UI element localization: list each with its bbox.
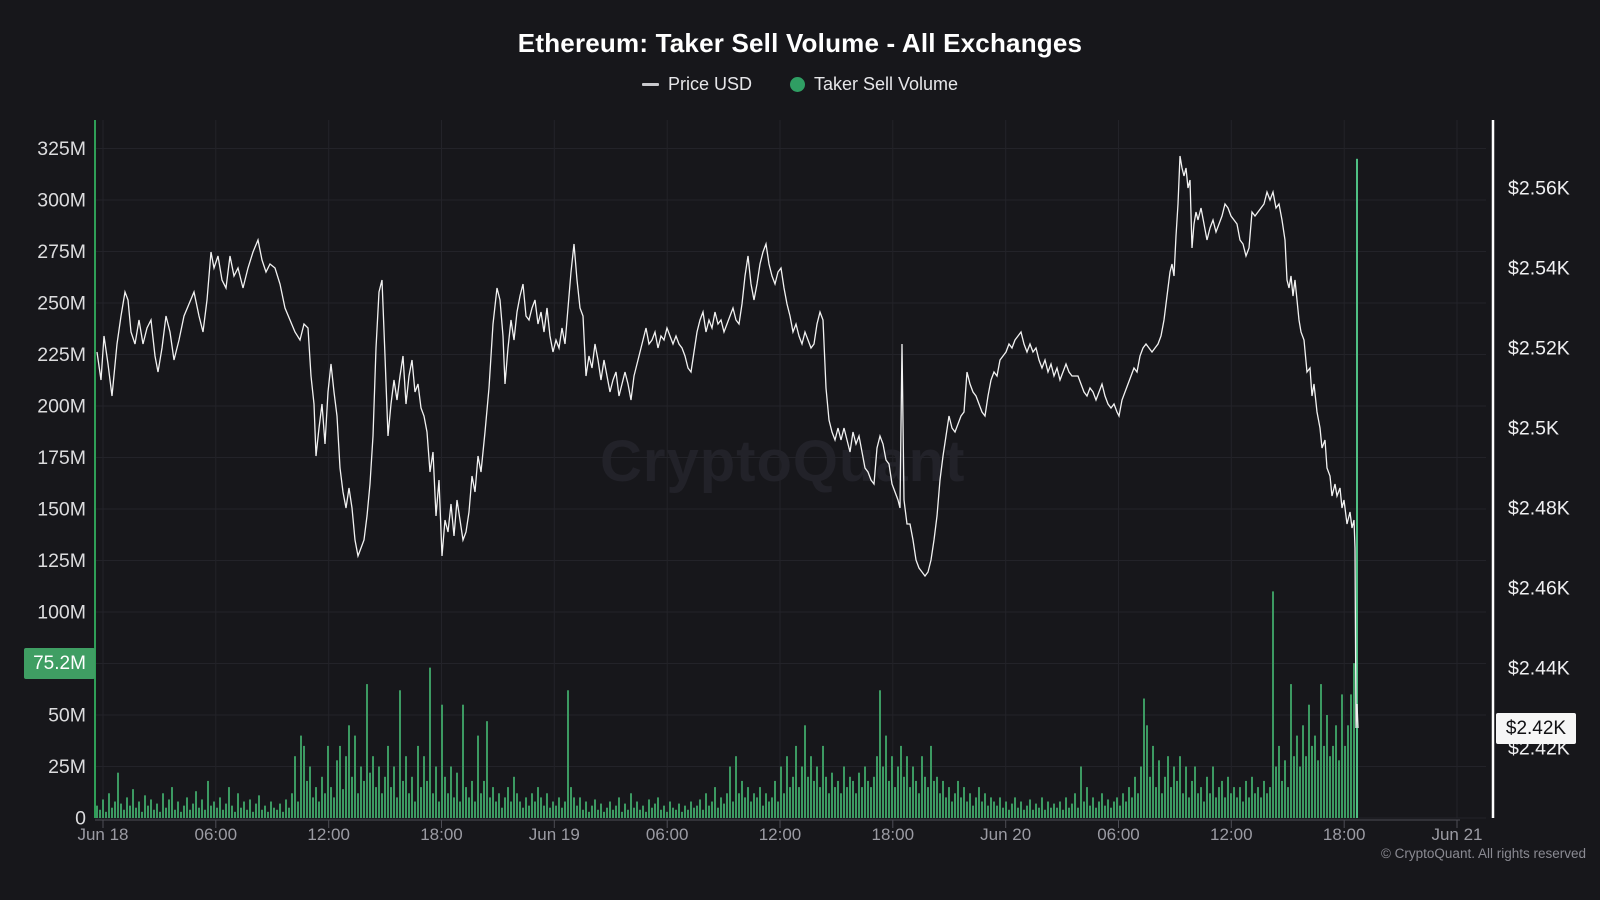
svg-text:$2.44K: $2.44K (1508, 658, 1570, 680)
svg-text:12:00: 12:00 (1210, 825, 1253, 844)
svg-text:200M: 200M (37, 396, 86, 418)
chart-legend: Price USD Taker Sell Volume (0, 74, 1600, 95)
svg-text:06:00: 06:00 (195, 825, 238, 844)
x-axis-labels: Jun 18 06:00 12:00 18:00 Jun 19 06:00 12:00 18:… (77, 825, 1482, 844)
svg-text:325M: 325M (37, 138, 86, 160)
copyright-notice: © CryptoQuant. All rights reserved (1380, 846, 1586, 861)
axis-lines (94, 120, 1495, 828)
svg-text:$2.56K: $2.56K (1508, 178, 1570, 200)
legend-volume-label: Taker Sell Volume (813, 74, 959, 94)
taker-sell-volume-bars (96, 158, 1358, 819)
svg-text:225M: 225M (37, 344, 86, 366)
svg-text:250M: 250M (37, 293, 86, 315)
svg-text:300M: 300M (37, 190, 86, 212)
svg-text:0: 0 (75, 808, 86, 830)
svg-text:Jun 21: Jun 21 (1431, 825, 1482, 844)
price-line (96, 155, 1359, 729)
y-right-labels: $2.56K $2.54K $2.52K $2.5K $2.48K $2.46K $2.44… (1508, 178, 1570, 760)
svg-text:50M: 50M (48, 705, 86, 727)
legend-item-price[interactable]: Price USD (641, 74, 752, 95)
svg-text:125M: 125M (37, 550, 86, 572)
svg-text:12:00: 12:00 (759, 825, 802, 844)
page-title: Ethereum: Taker Sell Volume - All Exchan… (517, 28, 1083, 58)
y-left-labels: 325M 300M 275M 250M 225M 200M 175M 150M 125M 100M… (37, 138, 86, 830)
svg-text:$2.54K: $2.54K (1508, 258, 1570, 280)
line-marker-icon (641, 83, 659, 86)
svg-text:$2.48K: $2.48K (1508, 498, 1570, 520)
svg-text:Jun 20: Jun 20 (980, 825, 1031, 844)
svg-text:Jun 18: Jun 18 (77, 825, 128, 844)
svg-text:12:00: 12:00 (307, 825, 350, 844)
legend-price-label: Price USD (667, 74, 752, 94)
svg-text:18:00: 18:00 (872, 825, 915, 844)
svg-text:$2.46K: $2.46K (1508, 578, 1570, 600)
svg-text:18:00: 18:00 (1323, 825, 1366, 844)
svg-text:06:00: 06:00 (1097, 825, 1140, 844)
svg-text:Jun 19: Jun 19 (529, 825, 580, 844)
svg-text:275M: 275M (37, 241, 86, 263)
current-price-badge: $2.42K (1496, 713, 1576, 744)
svg-text:18:00: 18:00 (420, 825, 463, 844)
svg-text:100M: 100M (37, 602, 86, 624)
legend-item-taker-sell-volume[interactable]: Taker Sell Volume (789, 74, 959, 95)
svg-text:06:00: 06:00 (646, 825, 689, 844)
svg-text:25M: 25M (48, 756, 86, 778)
gridlines (95, 120, 1486, 819)
svg-text:$2.52K: $2.52K (1508, 338, 1570, 360)
svg-text:$2.5K: $2.5K (1508, 418, 1559, 440)
current-volume-badge: 75.2M (24, 648, 95, 679)
dot-marker-icon (789, 77, 805, 92)
svg-text:175M: 175M (37, 447, 86, 469)
svg-text:150M: 150M (37, 499, 86, 521)
